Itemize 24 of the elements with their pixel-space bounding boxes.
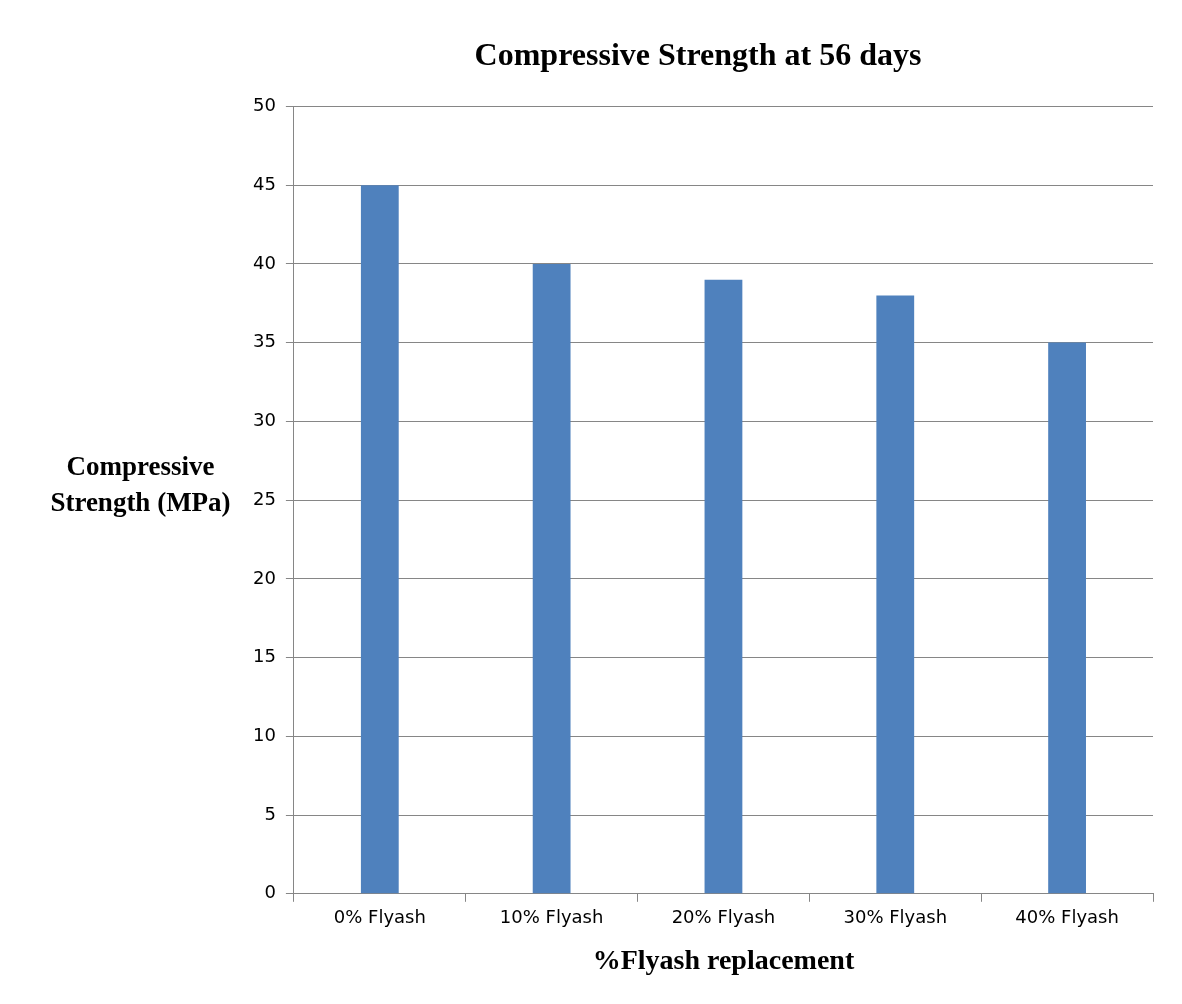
y-tick-label: 15: [253, 645, 276, 667]
y-axis-title: Compressive Strength (MPa): [49, 450, 232, 519]
bar: [1048, 342, 1086, 894]
y-tick-label: 20: [253, 566, 276, 588]
x-tick-label: 30% Flyash: [843, 906, 948, 928]
y-tick-label: 10: [253, 723, 276, 745]
bar: [876, 295, 915, 894]
bar: [704, 279, 743, 894]
x-axis-title: %Flyash replacement: [592, 944, 855, 976]
y-tick-label: 5: [264, 802, 276, 824]
y-tick-label: 45: [253, 172, 276, 194]
y-tick-label: 25: [253, 487, 276, 509]
y-tick-label: 30: [253, 409, 276, 431]
bar: [532, 263, 571, 894]
y-tick-label: 35: [253, 330, 276, 352]
y-tick-label: 0: [264, 881, 276, 903]
y-tick-label: 40: [253, 251, 276, 273]
x-tick-label: 40% Flyash: [1015, 906, 1119, 928]
chart-title: Compressive Strength at 56 days: [474, 36, 922, 73]
bar: [360, 185, 399, 894]
y-tick-label: 50: [253, 94, 276, 116]
x-tick-label: 0% Flyash: [333, 906, 426, 928]
x-tick-label: 10% Flyash: [499, 906, 604, 928]
x-tick-label: 20% Flyash: [671, 906, 776, 928]
